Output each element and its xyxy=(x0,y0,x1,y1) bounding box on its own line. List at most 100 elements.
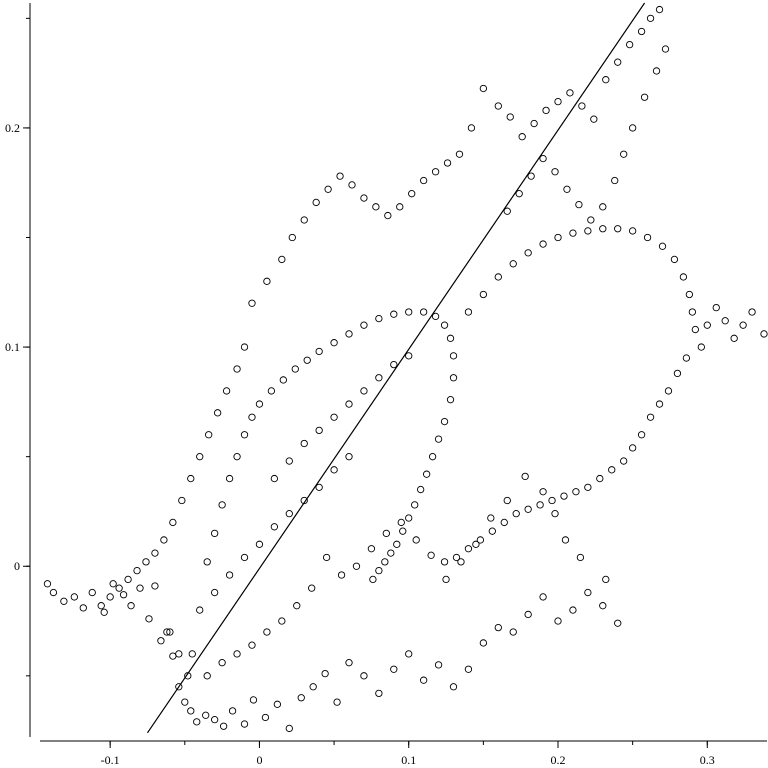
data-point xyxy=(548,496,556,505)
data-point xyxy=(175,683,183,691)
data-point xyxy=(494,623,502,632)
data-point xyxy=(390,310,398,318)
data-point xyxy=(464,545,473,553)
data-point xyxy=(309,683,317,691)
data-point xyxy=(464,308,473,316)
data-point xyxy=(285,724,293,733)
data-point xyxy=(163,628,171,636)
data-point xyxy=(315,426,323,435)
data-point xyxy=(569,229,577,237)
data-point xyxy=(551,168,559,176)
data-point xyxy=(233,650,241,658)
data-point xyxy=(178,496,186,505)
data-point xyxy=(512,509,520,518)
data-point xyxy=(599,225,607,233)
data-point xyxy=(652,67,661,75)
data-point xyxy=(506,113,514,121)
data-point xyxy=(211,529,219,538)
data-point xyxy=(79,604,87,612)
data-point xyxy=(640,93,649,101)
data-point xyxy=(536,501,544,509)
data-point xyxy=(449,374,458,382)
data-point xyxy=(661,45,670,53)
data-point xyxy=(315,347,323,356)
data-point xyxy=(202,711,210,719)
data-point xyxy=(542,106,550,115)
data-point xyxy=(387,549,395,557)
data-point xyxy=(255,400,264,408)
data-point xyxy=(584,227,592,235)
data-point xyxy=(218,659,226,667)
data-point xyxy=(133,566,141,575)
data-point xyxy=(263,628,271,636)
data-point xyxy=(443,159,452,167)
data-point xyxy=(476,536,485,544)
data-point xyxy=(278,617,286,625)
data-point xyxy=(375,374,383,382)
data-point xyxy=(396,203,404,211)
data-point xyxy=(712,303,720,312)
data-point xyxy=(367,545,376,553)
data-point xyxy=(422,470,431,478)
data-point xyxy=(467,124,476,132)
data-point xyxy=(333,698,341,706)
data-point xyxy=(521,472,529,481)
data-point xyxy=(411,501,419,509)
data-point xyxy=(576,553,585,562)
data-point xyxy=(228,707,237,715)
data-point xyxy=(420,176,428,185)
data-point xyxy=(337,571,346,579)
data-point xyxy=(263,277,271,285)
data-point xyxy=(628,444,637,452)
data-point xyxy=(375,689,383,698)
data-point xyxy=(293,602,301,610)
data-point xyxy=(151,582,159,590)
data-point xyxy=(270,474,279,483)
data-point xyxy=(685,290,694,299)
data-point xyxy=(330,466,338,474)
data-point xyxy=(270,523,279,531)
data-point xyxy=(479,290,488,299)
data-point xyxy=(218,501,226,509)
data-point xyxy=(503,496,511,505)
data-point xyxy=(279,376,287,384)
data-point xyxy=(440,321,449,329)
data-point xyxy=(524,610,532,619)
data-point xyxy=(455,150,464,158)
data-point xyxy=(487,514,495,522)
data-point xyxy=(233,453,241,461)
data-point xyxy=(225,571,234,579)
data-point xyxy=(196,453,204,461)
data-point xyxy=(554,617,562,625)
data-point xyxy=(321,669,329,678)
data-point xyxy=(97,602,105,610)
x-axis: -0.1 0 0.1 0.2 0.3 xyxy=(40,740,767,767)
data-point xyxy=(554,233,562,242)
data-point xyxy=(291,365,299,373)
data-point xyxy=(136,584,144,592)
data-point xyxy=(308,584,316,592)
data-point xyxy=(115,584,123,592)
data-point xyxy=(515,190,523,198)
data-point xyxy=(352,562,361,570)
data-point xyxy=(446,396,455,404)
points-layer xyxy=(43,5,768,733)
data-point xyxy=(397,518,405,527)
data-point xyxy=(560,492,568,500)
data-point xyxy=(405,650,413,658)
data-point xyxy=(225,474,234,483)
data-point xyxy=(285,457,293,465)
data-point xyxy=(166,628,174,636)
data-point xyxy=(509,628,517,636)
data-point xyxy=(440,417,449,426)
data-point xyxy=(748,308,756,316)
data-point xyxy=(100,608,108,616)
data-point xyxy=(584,588,592,597)
data-point xyxy=(240,343,249,351)
data-point xyxy=(584,483,592,491)
data-point xyxy=(345,400,353,408)
data-point xyxy=(345,659,353,667)
data-point xyxy=(381,558,389,566)
data-point xyxy=(503,207,511,215)
